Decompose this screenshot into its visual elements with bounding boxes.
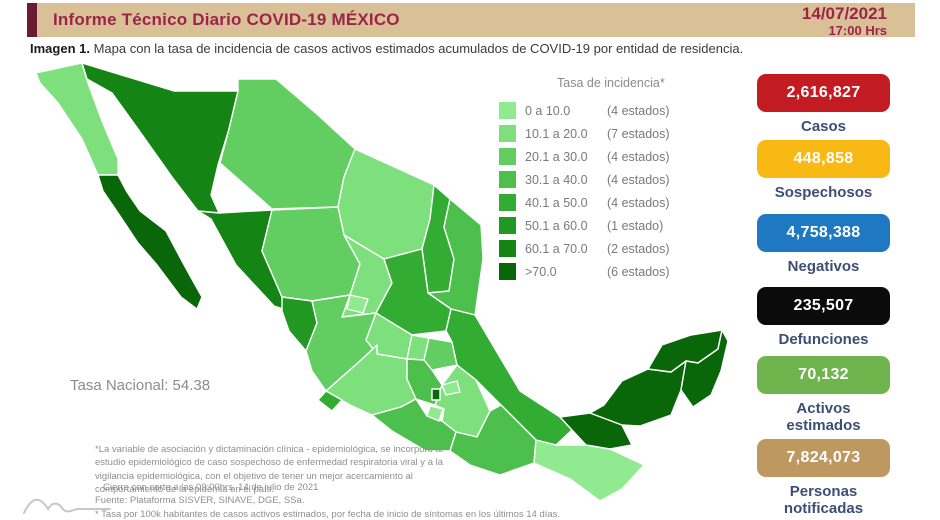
legend-row: 30.1 a 40.0 (4 estados) <box>499 168 729 191</box>
legend-swatch <box>499 263 516 280</box>
stat-value-pill: 70,132 <box>757 356 890 394</box>
state-hidalgo <box>423 337 458 371</box>
legend-state-count: (1 estado) <box>607 218 664 233</box>
mexico-choropleth-map <box>30 58 740 520</box>
legend-state-count: (4 estados) <box>607 103 670 118</box>
legend-row: 20.1 a 30.0 (4 estados) <box>499 145 729 168</box>
legend-swatch <box>499 194 516 211</box>
legend-state-count: (2 estados) <box>607 241 670 256</box>
stat-item: 448,858 Sospechosos <box>757 140 890 201</box>
legend-range-label: 0 a 10.0 <box>525 103 571 118</box>
legend-state-count: (4 estados) <box>607 195 670 210</box>
wave-decoration-icon <box>23 498 111 514</box>
stat-value-pill: 235,507 <box>757 287 890 325</box>
stat-label: Defunciones <box>778 331 869 348</box>
footnote-line: * Tasa por 100k habitantes de casos acti… <box>95 508 561 520</box>
report-date: 14/07/2021 <box>801 4 887 23</box>
stat-item: 4,758,388 Negativos <box>757 214 890 275</box>
caption-label: Imagen 1. <box>30 41 90 56</box>
legend-range-label: 50.1 a 60.0 <box>525 218 588 233</box>
legend-range-label: >70.0 <box>525 264 557 279</box>
legend-row: 50.1 a 60.0 (1 estado) <box>499 214 729 237</box>
legend-swatch <box>499 148 516 165</box>
incidence-legend: Tasa de incidencia* 0 a 10.0 (4 estados)… <box>499 76 729 283</box>
footnote-line: Fuente: Plataforma SISVER, SINAVE, DGE, … <box>95 495 305 507</box>
legend-range-label: 60.1 a 70.0 <box>525 241 588 256</box>
legend-range-label: 10.1 a 20.0 <box>525 126 588 141</box>
stat-value-pill: 448,858 <box>757 140 890 178</box>
legend-swatch <box>499 102 516 119</box>
legend-range-label: 20.1 a 30.0 <box>525 149 588 164</box>
legend-row: 60.1 a 70.0 (2 estados) <box>499 237 729 260</box>
legend-rows: 0 a 10.0 (4 estados) 10.1 a 20.0 (7 esta… <box>499 99 729 283</box>
header-band: Informe Técnico Diario COVID-19 MÉXICO 1… <box>27 3 915 37</box>
state-chihuahua <box>219 78 356 210</box>
legend-swatch <box>499 171 516 188</box>
stat-label: Negativos <box>787 258 860 275</box>
state-chiapas <box>533 439 645 502</box>
state-baja-california-sur <box>97 174 203 310</box>
stat-item: 70,132 Activos estimados <box>757 356 890 435</box>
legend-range-label: 30.1 a 40.0 <box>525 172 588 187</box>
stat-label: Casos <box>800 118 847 135</box>
legend-row: >70.0 (6 estados) <box>499 260 729 283</box>
legend-state-count: (4 estados) <box>607 149 670 164</box>
legend-row: 10.1 a 20.0 (7 estados) <box>499 122 729 145</box>
footnote-paragraph: *La variable de asociación y dictaminaci… <box>95 444 444 495</box>
legend-swatch <box>499 217 516 234</box>
header-accent-stripe <box>27 3 37 37</box>
legend-state-count: (4 estados) <box>607 172 670 187</box>
legend-state-count: (6 estados) <box>607 264 670 279</box>
state-cdmx <box>431 388 441 401</box>
state-morelos <box>426 405 444 422</box>
report-datetime: 14/07/2021 17:00 Hrs <box>801 4 887 38</box>
image-caption: Imagen 1. Mapa con la tasa de incidencia… <box>30 41 743 56</box>
national-rate: Tasa Nacional: 54.38 <box>70 377 211 394</box>
legend-range-label: 40.1 a 50.0 <box>525 195 588 210</box>
stat-value-pill: 2,616,827 <box>757 74 890 112</box>
legend-swatch <box>499 240 516 257</box>
footnote-line: Cierre con corte a las 09:00hrs, 14 de j… <box>103 482 319 493</box>
stat-item: 7,824,073 Personas notificadas <box>757 439 890 518</box>
legend-title: Tasa de incidencia* <box>557 76 665 90</box>
report-time: 17:00 Hrs <box>828 22 887 38</box>
caption-text: Mapa con la tasa de incidencia de casos … <box>89 41 744 56</box>
stat-item: 235,507 Defunciones <box>757 287 890 348</box>
state-san-luis-potosi <box>375 248 452 336</box>
stat-value-pill: 7,824,073 <box>757 439 890 477</box>
state-quintana-roo <box>680 329 729 408</box>
stat-value-pill: 4,758,388 <box>757 214 890 252</box>
report-title: Informe Técnico Diario COVID-19 MÉXICO <box>53 10 400 29</box>
state-tlaxcala <box>441 380 461 396</box>
stat-label: Activos estimados <box>786 400 861 435</box>
stat-label: Sospechosos <box>774 184 873 201</box>
state-guerrero <box>371 398 457 452</box>
state-aguascalientes <box>346 294 369 314</box>
map-svg <box>35 62 729 502</box>
stat-item: 2,616,827 Casos <box>757 74 890 135</box>
legend-row: 40.1 a 50.0 (4 estados) <box>499 191 729 214</box>
legend-state-count: (7 estados) <box>607 126 670 141</box>
stat-label: Personas notificadas <box>783 483 864 518</box>
state-colima <box>317 390 343 412</box>
footnote-lines: Cierre con corte a las 09:00hrs, 14 de j… <box>95 481 560 520</box>
legend-row: 0 a 10.0 (4 estados) <box>499 99 729 122</box>
legend-swatch <box>499 125 516 142</box>
